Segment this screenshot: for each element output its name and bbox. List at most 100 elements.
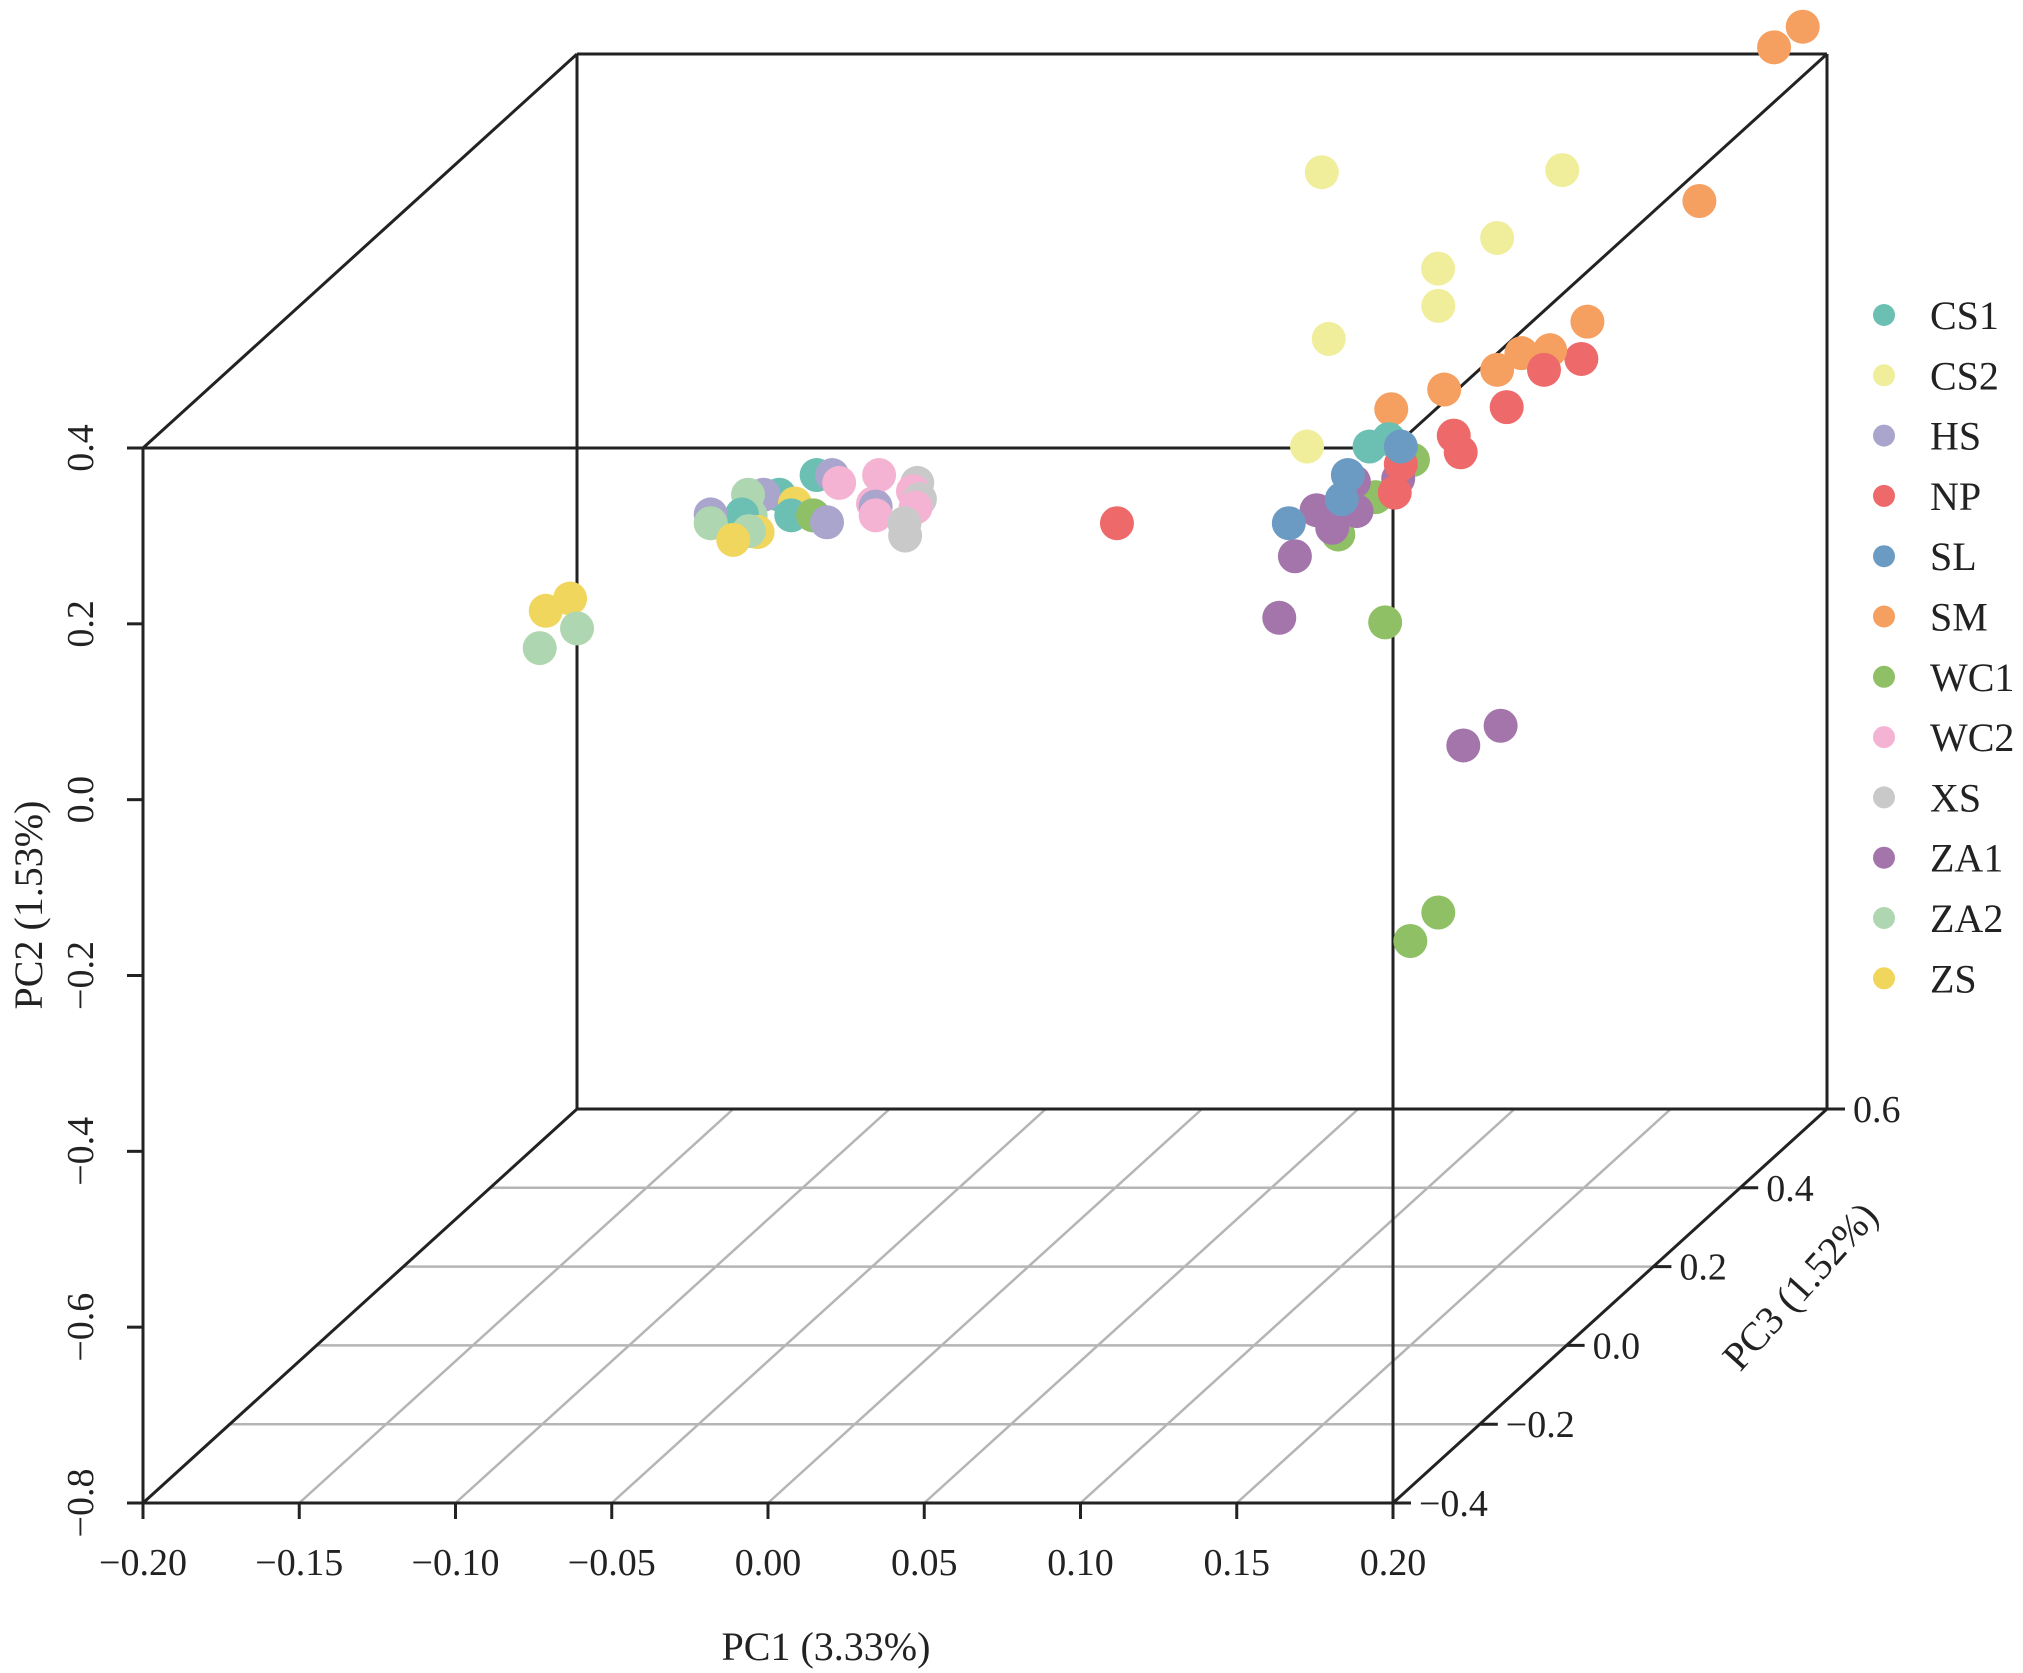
box-edge bbox=[141, 52, 579, 450]
x-tick-label: 0.20 bbox=[1360, 1542, 1427, 1584]
y-tick-label: 0.4 bbox=[60, 424, 102, 472]
legend-label-cs2: CS2 bbox=[1930, 353, 1999, 398]
z-tick-label: 0.2 bbox=[1679, 1247, 1727, 1289]
box-edge bbox=[1391, 52, 1829, 450]
data-point-np bbox=[1564, 341, 1599, 376]
data-point-xs bbox=[888, 518, 923, 553]
data-point-np bbox=[1443, 435, 1478, 470]
data-point-sm bbox=[1374, 392, 1409, 427]
legend-marker-sm bbox=[1873, 605, 1895, 628]
data-point-za1 bbox=[1262, 600, 1297, 635]
data-point-sl bbox=[1383, 429, 1418, 464]
legend-marker-cs2 bbox=[1873, 364, 1895, 387]
z-tick-label: 0.4 bbox=[1766, 1168, 1814, 1210]
data-point-za2 bbox=[560, 611, 595, 646]
data-point-wc2 bbox=[822, 465, 857, 500]
data-point-za1 bbox=[1277, 539, 1312, 574]
x-tick-label: −0.05 bbox=[568, 1542, 656, 1584]
data-point-cs2 bbox=[1304, 155, 1339, 190]
data-point-cs2 bbox=[1421, 288, 1456, 323]
data-point-za2 bbox=[522, 631, 557, 666]
floor-gridline-x bbox=[298, 1108, 735, 1504]
y-tick-label: 0.0 bbox=[60, 776, 102, 824]
data-point-sm bbox=[1427, 372, 1462, 407]
data-point-cs2 bbox=[1421, 251, 1456, 286]
z-axis-label: PC3 (1.52%) bbox=[1713, 1193, 1886, 1378]
legend-marker-cs1 bbox=[1873, 304, 1895, 326]
legend-marker-hs bbox=[1873, 424, 1895, 447]
data-point-np bbox=[1489, 390, 1524, 425]
y-tick-label: −0.4 bbox=[60, 1117, 102, 1186]
legend-marker-zs bbox=[1873, 967, 1895, 990]
x-tick-label: 0.00 bbox=[735, 1542, 802, 1584]
legend-label-np: NP bbox=[1930, 474, 1981, 519]
data-point-wc1 bbox=[1421, 895, 1456, 930]
data-point-za1 bbox=[1483, 708, 1518, 743]
floor-gridline-x bbox=[1079, 1108, 1516, 1504]
data-point-np bbox=[1527, 352, 1562, 387]
legend-label-wc2: WC2 bbox=[1930, 715, 2014, 760]
legend-marker-sl bbox=[1873, 545, 1895, 568]
data-point-cs2 bbox=[1290, 429, 1325, 464]
data-point-za1 bbox=[1315, 510, 1350, 545]
legend-marker-za2 bbox=[1873, 907, 1895, 929]
box-edge bbox=[141, 1107, 579, 1505]
data-point-sm bbox=[1785, 9, 1820, 44]
floor-gridline-x bbox=[1235, 1108, 1672, 1504]
x-tick-label: −0.10 bbox=[412, 1542, 500, 1584]
data-point-cs2 bbox=[1545, 153, 1580, 188]
legend-label-cs1: CS1 bbox=[1930, 293, 1999, 338]
data-point-wc2 bbox=[862, 458, 897, 493]
data-point-cs2 bbox=[1480, 220, 1515, 255]
x-tick-label: 0.15 bbox=[1204, 1542, 1271, 1584]
legend-label-za1: ZA1 bbox=[1930, 836, 2003, 881]
box-edge bbox=[1391, 1107, 1829, 1505]
data-point-wc1 bbox=[1368, 605, 1403, 640]
legend-label-sm: SM bbox=[1930, 595, 1988, 640]
z-axis: −0.4 −0.2 0.0 0.2 0.4 0.6 bbox=[1393, 1089, 1901, 1525]
data-point-wc1 bbox=[1393, 923, 1428, 958]
z-tick-label: 0.6 bbox=[1853, 1089, 1901, 1131]
box-frame bbox=[141, 52, 1829, 1505]
y-tick-label: −0.6 bbox=[60, 1293, 102, 1362]
x-tick-label: 0.10 bbox=[1047, 1542, 1114, 1584]
floor-gridline-x bbox=[923, 1108, 1360, 1504]
x-tick-label: −0.20 bbox=[99, 1542, 187, 1584]
legend-label-xs: XS bbox=[1930, 775, 1981, 820]
data-point-sl bbox=[1324, 482, 1359, 517]
floor-gridline-x bbox=[454, 1108, 891, 1504]
data-point-sm bbox=[1757, 30, 1792, 65]
y-tick-label: −0.8 bbox=[60, 1469, 102, 1538]
x-axis: −0.20 −0.15 −0.10 −0.05 0.00 0.05 0.10 0.15 0.20 bbox=[99, 1503, 1426, 1584]
legend-marker-wc2 bbox=[1873, 726, 1895, 749]
data-point-sl bbox=[1271, 506, 1306, 541]
data-point-zs bbox=[716, 522, 751, 557]
floor-gridline-x bbox=[767, 1108, 1203, 1504]
legend-marker-za1 bbox=[1873, 846, 1895, 869]
legend-label-hs: HS bbox=[1930, 414, 1981, 459]
z-tick-label: −0.4 bbox=[1419, 1483, 1488, 1525]
legend-label-sl: SL bbox=[1930, 534, 1977, 579]
legend-label-zs: ZS bbox=[1930, 956, 1977, 1001]
floor-grid bbox=[229, 1108, 1741, 1504]
y-axis-label: PC2 (1.53%) bbox=[6, 801, 51, 1010]
x-tick-label: −0.15 bbox=[255, 1542, 343, 1584]
legend: CS1 CS2 HS NP SL SM WC1 WC2 XS ZA1 ZA2 ZS bbox=[1873, 293, 2014, 1001]
data-point-np bbox=[1099, 506, 1134, 541]
y-axis: −0.8 −0.6 −0.4 −0.2 0.0 0.2 0.4 bbox=[60, 424, 143, 1537]
x-axis-label: PC1 (3.33%) bbox=[722, 1624, 931, 1669]
legend-marker-xs bbox=[1873, 786, 1895, 809]
z-tick-label: −0.2 bbox=[1506, 1404, 1575, 1446]
data-point-cs2 bbox=[1311, 321, 1346, 356]
data-point-sm bbox=[1480, 352, 1515, 387]
data-point-np bbox=[1377, 475, 1412, 510]
data-point-sm bbox=[1570, 304, 1605, 339]
data-point-za1 bbox=[1446, 728, 1481, 763]
floor-gridline-x bbox=[610, 1108, 1047, 1504]
x-tick-label: 0.05 bbox=[891, 1542, 958, 1584]
y-tick-label: 0.2 bbox=[60, 600, 102, 648]
data-point-zs bbox=[528, 593, 563, 628]
data-point-sm bbox=[1682, 184, 1717, 219]
legend-marker-np bbox=[1873, 484, 1895, 507]
